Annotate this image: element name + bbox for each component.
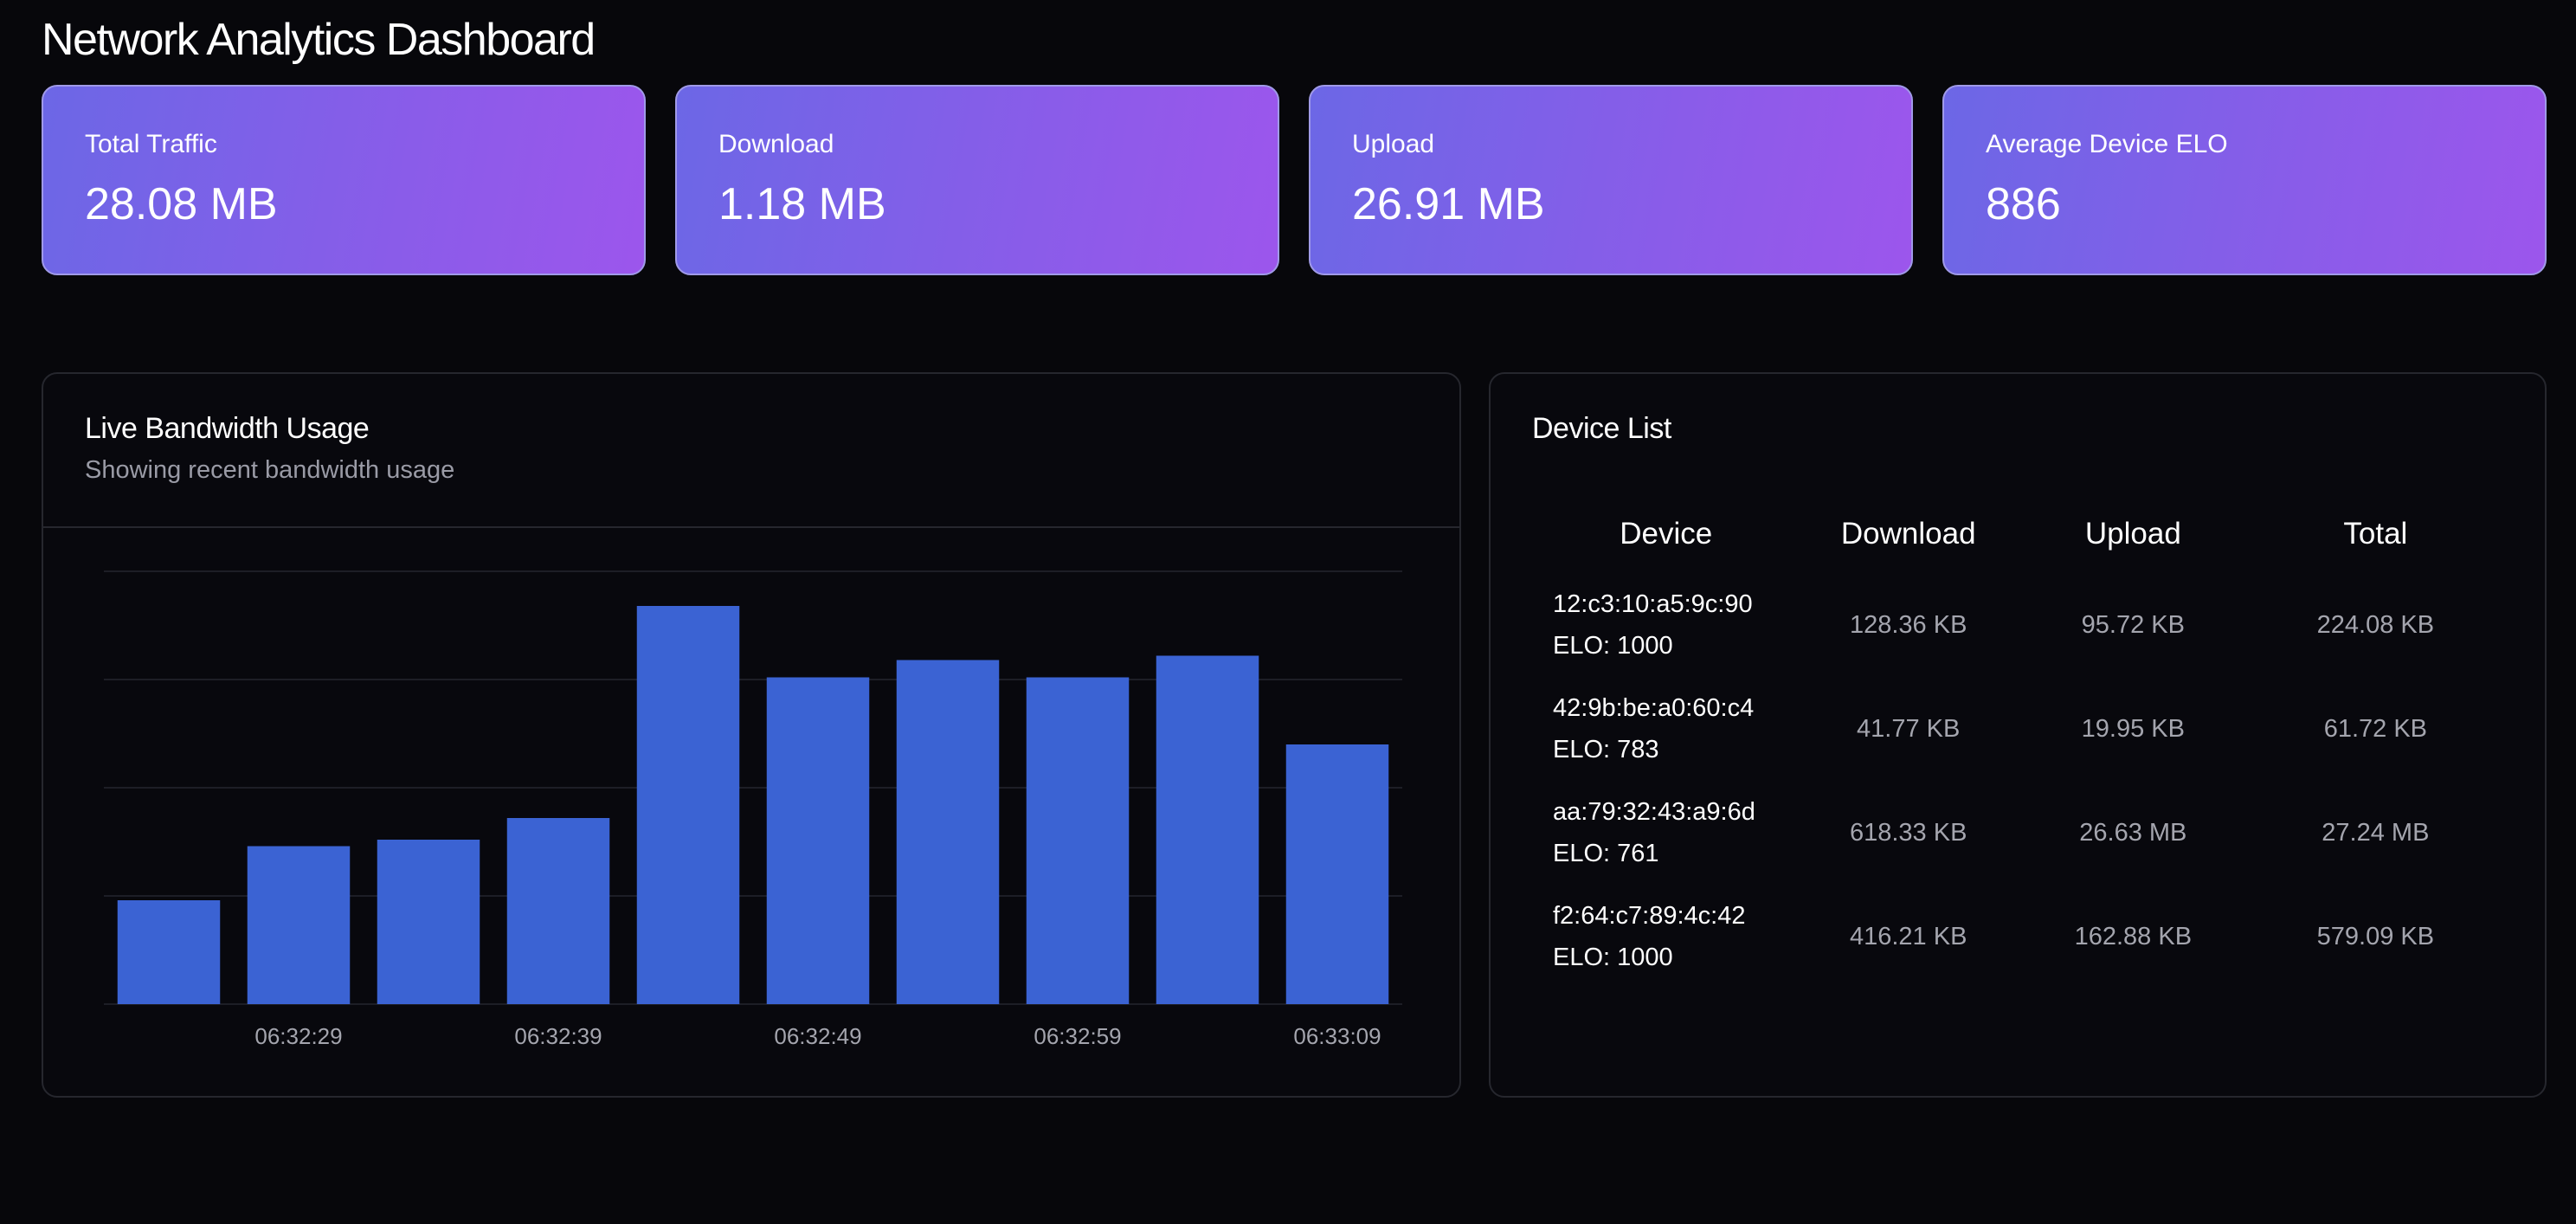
device-cell: aa:79:32:43:a9:6d ELO: 761 [1534, 781, 1798, 885]
device-mac: 12:c3:10:a5:9c:90 [1553, 590, 1753, 618]
device-list-title: Device List [1532, 412, 1671, 445]
chart-x-tick-label: 06:32:49 [774, 1023, 861, 1049]
download-cell: 41.77 KB [1857, 714, 1961, 743]
column-header-download: Download [1840, 517, 1976, 551]
chart-bar [766, 677, 870, 1004]
device-mac: f2:64:c7:89:4c:42 [1553, 902, 1746, 930]
total-cell: 27.24 MB [2322, 818, 2430, 847]
device-table-header-row: Device Download Upload Total [1534, 495, 2503, 573]
chart-x-tick-label: 06:32:59 [1034, 1023, 1121, 1049]
device-elo: ELO: 761 [1553, 840, 1659, 867]
panel-divider [43, 526, 1459, 528]
stat-value: 1.18 MB [718, 179, 886, 229]
device-list-panel: Device List Device Download Upload Total… [1489, 372, 2547, 1098]
table-row: aa:79:32:43:a9:6d ELO: 761 618.33 KB 26.… [1534, 781, 2503, 885]
upload-cell: 162.88 KB [2074, 922, 2193, 950]
bandwidth-chart: 06:32:29 06:32:39 06:32:49 06:32:59 06:33:09 [104, 570, 1402, 1049]
chart-bar [377, 840, 480, 1004]
column-header-upload: Upload [2084, 517, 2181, 551]
stat-card-upload: Upload 26.91 MB [1309, 85, 1913, 275]
chart-bar [1026, 677, 1130, 1004]
bandwidth-panel: Live Bandwidth Usage Showing recent band… [42, 372, 1461, 1098]
chart-x-ticks: 06:32:29 06:32:39 06:32:49 06:32:59 06:33:09 [254, 1023, 1381, 1049]
bandwidth-subtitle: Showing recent bandwidth usage [85, 456, 455, 484]
stat-label: Average Device ELO [1986, 130, 2228, 158]
table-row: f2:64:c7:89:4c:42 ELO: 1000 416.21 KB 16… [1534, 885, 2503, 989]
total-cell: 224.08 KB [2316, 610, 2435, 639]
device-list-header: Device List [1491, 374, 2545, 446]
stat-value: 886 [1986, 179, 2061, 229]
download-cell: 618.33 KB [1849, 818, 1967, 847]
chart-bar [636, 606, 740, 1004]
device-mac: 42:9b:be:a0:60:c4 [1553, 694, 1755, 722]
table-row: 42:9b:be:a0:60:c4 ELO: 783 41.77 KB 19.9… [1534, 677, 2503, 781]
device-cell: 42:9b:be:a0:60:c4 ELO: 783 [1534, 677, 1798, 781]
device-cell: 12:c3:10:a5:9c:90 ELO: 1000 [1534, 573, 1798, 677]
column-header-total: Total [2343, 517, 2408, 551]
device-elo: ELO: 783 [1553, 736, 1659, 763]
chart-bar [1156, 655, 1259, 1004]
device-elo: ELO: 1000 [1553, 944, 1673, 971]
device-elo: ELO: 1000 [1553, 632, 1673, 660]
device-mac: aa:79:32:43:a9:6d [1553, 798, 1755, 826]
column-header-device: Device [1620, 517, 1713, 551]
chart-x-tick-label: 06:32:39 [514, 1023, 602, 1049]
stat-card-total-traffic: Total Traffic 28.08 MB [42, 85, 646, 275]
upload-cell: 19.95 KB [2081, 714, 2185, 743]
chart-x-tick-label: 06:33:09 [1293, 1023, 1381, 1049]
chart-bars [117, 606, 1389, 1004]
total-cell: 579.09 KB [2316, 922, 2435, 950]
chart-bar [247, 846, 351, 1004]
chart-bar [117, 900, 221, 1004]
bandwidth-title: Live Bandwidth Usage [85, 412, 370, 445]
upload-cell: 26.63 MB [2079, 818, 2187, 847]
device-table: Device Download Upload Total 12:c3:10:a5… [1534, 495, 2503, 989]
bandwidth-panel-header: Live Bandwidth Usage Showing recent band… [43, 374, 1459, 485]
download-cell: 416.21 KB [1849, 922, 1967, 950]
total-cell: 61.72 KB [2323, 714, 2428, 743]
upload-cell: 95.72 KB [2081, 610, 2185, 639]
stat-label: Total Traffic [85, 130, 217, 158]
table-row: 12:c3:10:a5:9c:90 ELO: 1000 128.36 KB 95… [1534, 573, 2503, 677]
stat-card-download: Download 1.18 MB [675, 85, 1279, 275]
chart-bar [896, 660, 1000, 1004]
chart-x-tick-label: 06:32:29 [254, 1023, 342, 1049]
stat-value: 26.91 MB [1352, 179, 1545, 229]
chart-bar [1285, 744, 1389, 1004]
stat-label: Upload [1352, 130, 1435, 158]
stats-row: Total Traffic 28.08 MB Download 1.18 MB … [42, 85, 2547, 275]
device-cell: f2:64:c7:89:4c:42 ELO: 1000 [1534, 885, 1798, 989]
stat-card-average-device-elo: Average Device ELO 886 [1942, 85, 2547, 275]
chart-bar [506, 818, 610, 1004]
stat-label: Download [718, 130, 834, 158]
download-cell: 128.36 KB [1849, 610, 1967, 639]
page-title: Network Analytics Dashboard [42, 15, 596, 65]
stat-value: 28.08 MB [85, 179, 278, 229]
